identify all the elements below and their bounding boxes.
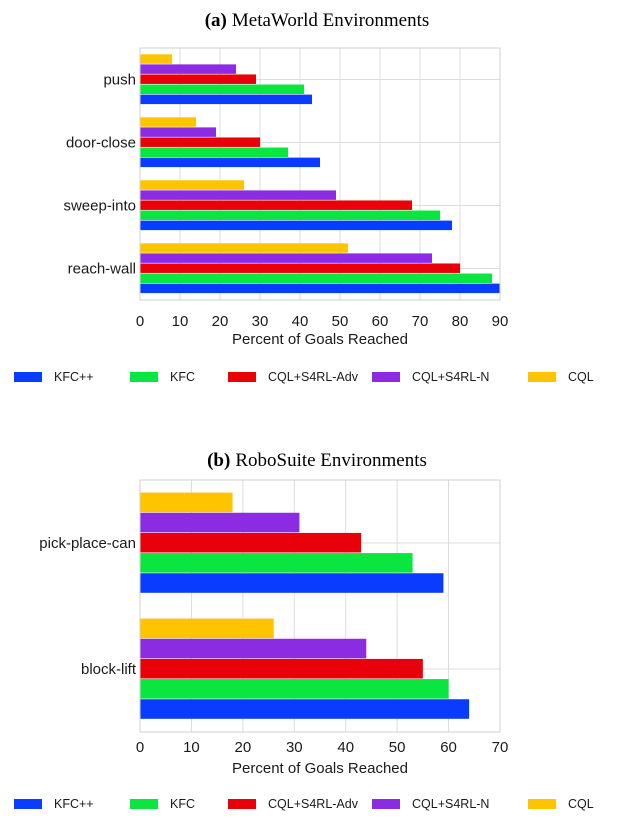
legend-label-cql-s4rl-adv: CQL+S4RL-Adv bbox=[268, 370, 359, 384]
x-tick-label: 10 bbox=[183, 739, 200, 756]
bar-cql-s4rl-n-reach-wall bbox=[140, 253, 432, 263]
bar-kfc-pick-place-can bbox=[140, 573, 444, 593]
legend-swatch-kfc bbox=[14, 372, 42, 382]
x-tick-label: 0 bbox=[136, 739, 144, 756]
legend-swatch-kfc bbox=[14, 799, 42, 809]
x-tick-label: 30 bbox=[252, 313, 269, 330]
legend-swatch-cql-s4rl-n bbox=[372, 372, 400, 382]
category-label: reach-wall bbox=[68, 261, 136, 278]
legend-swatch-cql-s4rl-n bbox=[372, 799, 400, 809]
legend-swatch-kfc bbox=[130, 799, 158, 809]
x-tick-label: 30 bbox=[286, 739, 303, 756]
bar-cql-push bbox=[140, 54, 172, 64]
legend-swatch-kfc bbox=[130, 372, 158, 382]
x-tick-label: 20 bbox=[235, 739, 252, 756]
legend-swatch-cql-s4rl-adv bbox=[228, 799, 256, 809]
legend-label-kfc: KFC++ bbox=[54, 370, 94, 384]
category-labels-metaworld: push door-close sweep-into reach-wall bbox=[63, 72, 136, 278]
chart-robosuite: (b) RoboSuite Environments pick-place-can… bbox=[14, 450, 594, 811]
bar-kfc-sweep-into bbox=[140, 210, 440, 221]
bar-cql-s4rl-n-block-lift bbox=[140, 638, 367, 659]
bars-metaworld bbox=[140, 54, 500, 294]
plot-frame-robosuite bbox=[139, 479, 501, 733]
legend-swatch-cql-s4rl-adv bbox=[228, 372, 256, 382]
bar-kfc-sweep-into bbox=[140, 220, 452, 231]
legend-label-kfc: KFC bbox=[170, 370, 195, 384]
chart-title-robosuite: (b) RoboSuite Environments bbox=[207, 450, 427, 471]
bar-cql-block-lift bbox=[140, 618, 274, 639]
x-tick-label: 90 bbox=[492, 313, 509, 330]
bar-kfc-door-close bbox=[140, 157, 320, 168]
plot-frame-metaworld bbox=[139, 47, 501, 301]
legend-swatch-cql bbox=[528, 799, 556, 809]
bar-cql-s4rl-adv-pick-place-can bbox=[140, 532, 362, 553]
bar-kfc-push bbox=[140, 94, 312, 105]
bar-cql-s4rl-n-door-close bbox=[140, 127, 216, 137]
bar-cql-s4rl-adv-push bbox=[140, 74, 256, 84]
category-label: block-lift bbox=[81, 661, 137, 678]
bar-cql-reach-wall bbox=[140, 243, 348, 253]
x-tick-label: 60 bbox=[440, 739, 457, 756]
x-axis-label-metaworld: Percent of Goals Reached bbox=[232, 331, 408, 348]
category-label: push bbox=[103, 72, 136, 89]
bar-cql-s4rl-n-push bbox=[140, 64, 236, 74]
legend-label-cql-s4rl-n: CQL+S4RL-N bbox=[412, 797, 489, 811]
category-label: sweep-into bbox=[63, 198, 136, 215]
category-label: door-close bbox=[66, 135, 136, 152]
bar-cql-s4rl-adv-sweep-into bbox=[140, 200, 412, 210]
bar-cql-s4rl-adv-door-close bbox=[140, 137, 260, 147]
category-labels-robosuite: pick-place-can block-lift bbox=[39, 535, 137, 678]
legend-label-cql: CQL bbox=[568, 370, 594, 384]
x-tick-label: 10 bbox=[172, 313, 189, 330]
bar-cql-sweep-into bbox=[140, 180, 244, 190]
chart-title-metaworld: (a) MetaWorld Environments bbox=[205, 10, 430, 31]
bar-kfc-push bbox=[140, 84, 304, 95]
x-tick-label: 50 bbox=[389, 739, 406, 756]
legend-robosuite: KFC++ KFC CQL+S4RL-Adv CQL+S4RL-N CQL bbox=[14, 797, 594, 811]
bar-cql-s4rl-n-sweep-into bbox=[140, 190, 336, 200]
bar-kfc-door-close bbox=[140, 147, 288, 158]
x-tick-labels-metaworld: 0 10 20 30 40 50 60 70 80 90 bbox=[136, 313, 509, 330]
x-tick-label: 80 bbox=[452, 313, 469, 330]
bar-cql-s4rl-adv-block-lift bbox=[140, 658, 423, 679]
x-tick-label: 0 bbox=[136, 313, 144, 330]
x-axis-label-robosuite: Percent of Goals Reached bbox=[232, 760, 408, 777]
x-tick-label: 50 bbox=[332, 313, 349, 330]
bars-robosuite bbox=[140, 492, 470, 719]
x-tick-label: 60 bbox=[372, 313, 389, 330]
legend-label-kfc: KFC bbox=[170, 797, 195, 811]
x-tick-label: 70 bbox=[492, 739, 509, 756]
bar-kfc-block-lift bbox=[140, 699, 470, 719]
bar-kfc-reach-wall bbox=[140, 283, 500, 294]
bar-kfc-block-lift bbox=[140, 679, 449, 699]
bar-cql-pick-place-can bbox=[140, 492, 233, 513]
x-tick-label: 70 bbox=[412, 313, 429, 330]
bar-cql-s4rl-n-pick-place-can bbox=[140, 512, 300, 533]
category-label: pick-place-can bbox=[39, 535, 136, 552]
x-tick-label: 40 bbox=[292, 313, 309, 330]
bar-kfc-reach-wall bbox=[140, 273, 492, 284]
legend-metaworld: KFC++ KFC CQL+S4RL-Adv CQL+S4RL-N CQL bbox=[14, 370, 594, 384]
bar-kfc-pick-place-can bbox=[140, 553, 413, 573]
x-tick-labels-robosuite: 0 10 20 30 40 50 60 70 bbox=[136, 739, 509, 756]
x-tick-label: 20 bbox=[212, 313, 229, 330]
legend-label-cql: CQL bbox=[568, 797, 594, 811]
x-tick-label: 40 bbox=[337, 739, 354, 756]
bar-cql-s4rl-adv-reach-wall bbox=[140, 263, 460, 273]
legend-label-cql-s4rl-n: CQL+S4RL-N bbox=[412, 370, 489, 384]
chart-metaworld: (a) MetaWorld Environments push door-close… bbox=[14, 10, 594, 384]
bar-cql-door-close bbox=[140, 117, 196, 127]
legend-label-kfc: KFC++ bbox=[54, 797, 94, 811]
legend-label-cql-s4rl-adv: CQL+S4RL-Adv bbox=[268, 797, 359, 811]
legend-swatch-cql bbox=[528, 372, 556, 382]
